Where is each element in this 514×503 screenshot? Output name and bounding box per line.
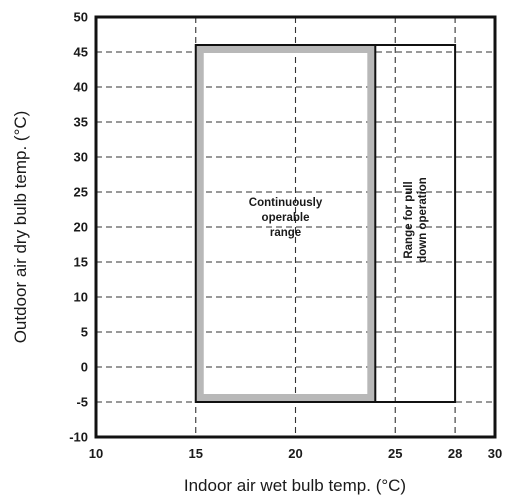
x-tick-label: 30	[488, 446, 502, 461]
pull-down-label-line: down operation	[417, 177, 429, 263]
y-axis-label: Outdoor air dry bulb temp. (°C)	[11, 111, 30, 344]
regions	[194, 44, 457, 403]
continuous-range-area	[195, 45, 376, 402]
continuous-range-label-line: Continuously	[249, 197, 323, 209]
x-axis-label: Indoor air wet bulb temp. (°C)	[184, 476, 406, 495]
plot-frame	[94, 15, 497, 439]
y-tick-label: 10	[74, 290, 88, 305]
y-tick-label: 50	[74, 10, 88, 25]
continuous-range-label-line: operable	[262, 212, 310, 224]
x-tick-label: 10	[89, 446, 103, 461]
pull-down-label: Range for pull down operation	[403, 177, 429, 263]
y-tick-label: 15	[74, 255, 88, 270]
region-labels: Continuously operable range Range for pull d…	[249, 177, 429, 263]
y-tick-label: -10	[69, 430, 88, 445]
y-tick-label: 40	[74, 80, 88, 95]
x-tick-label: 25	[388, 446, 402, 461]
pull-down-label-line: Range for pull	[403, 181, 415, 258]
y-tick-label: 35	[74, 115, 88, 130]
pull-down-range-area	[194, 44, 457, 403]
continuous-range-label-line: range	[270, 227, 301, 239]
y-tick-label: 5	[81, 325, 88, 340]
x-tick-label: 20	[288, 446, 302, 461]
y-tick-label: 25	[74, 185, 88, 200]
y-tick-label: 20	[74, 220, 88, 235]
x-tick-label: 15	[189, 446, 203, 461]
y-tick-label: 45	[74, 45, 88, 60]
y-tick-label: 30	[74, 150, 88, 165]
y-tick-label: -5	[76, 395, 88, 410]
x-tick-label: 28	[448, 446, 462, 461]
y-tick-label: 0	[81, 360, 88, 375]
